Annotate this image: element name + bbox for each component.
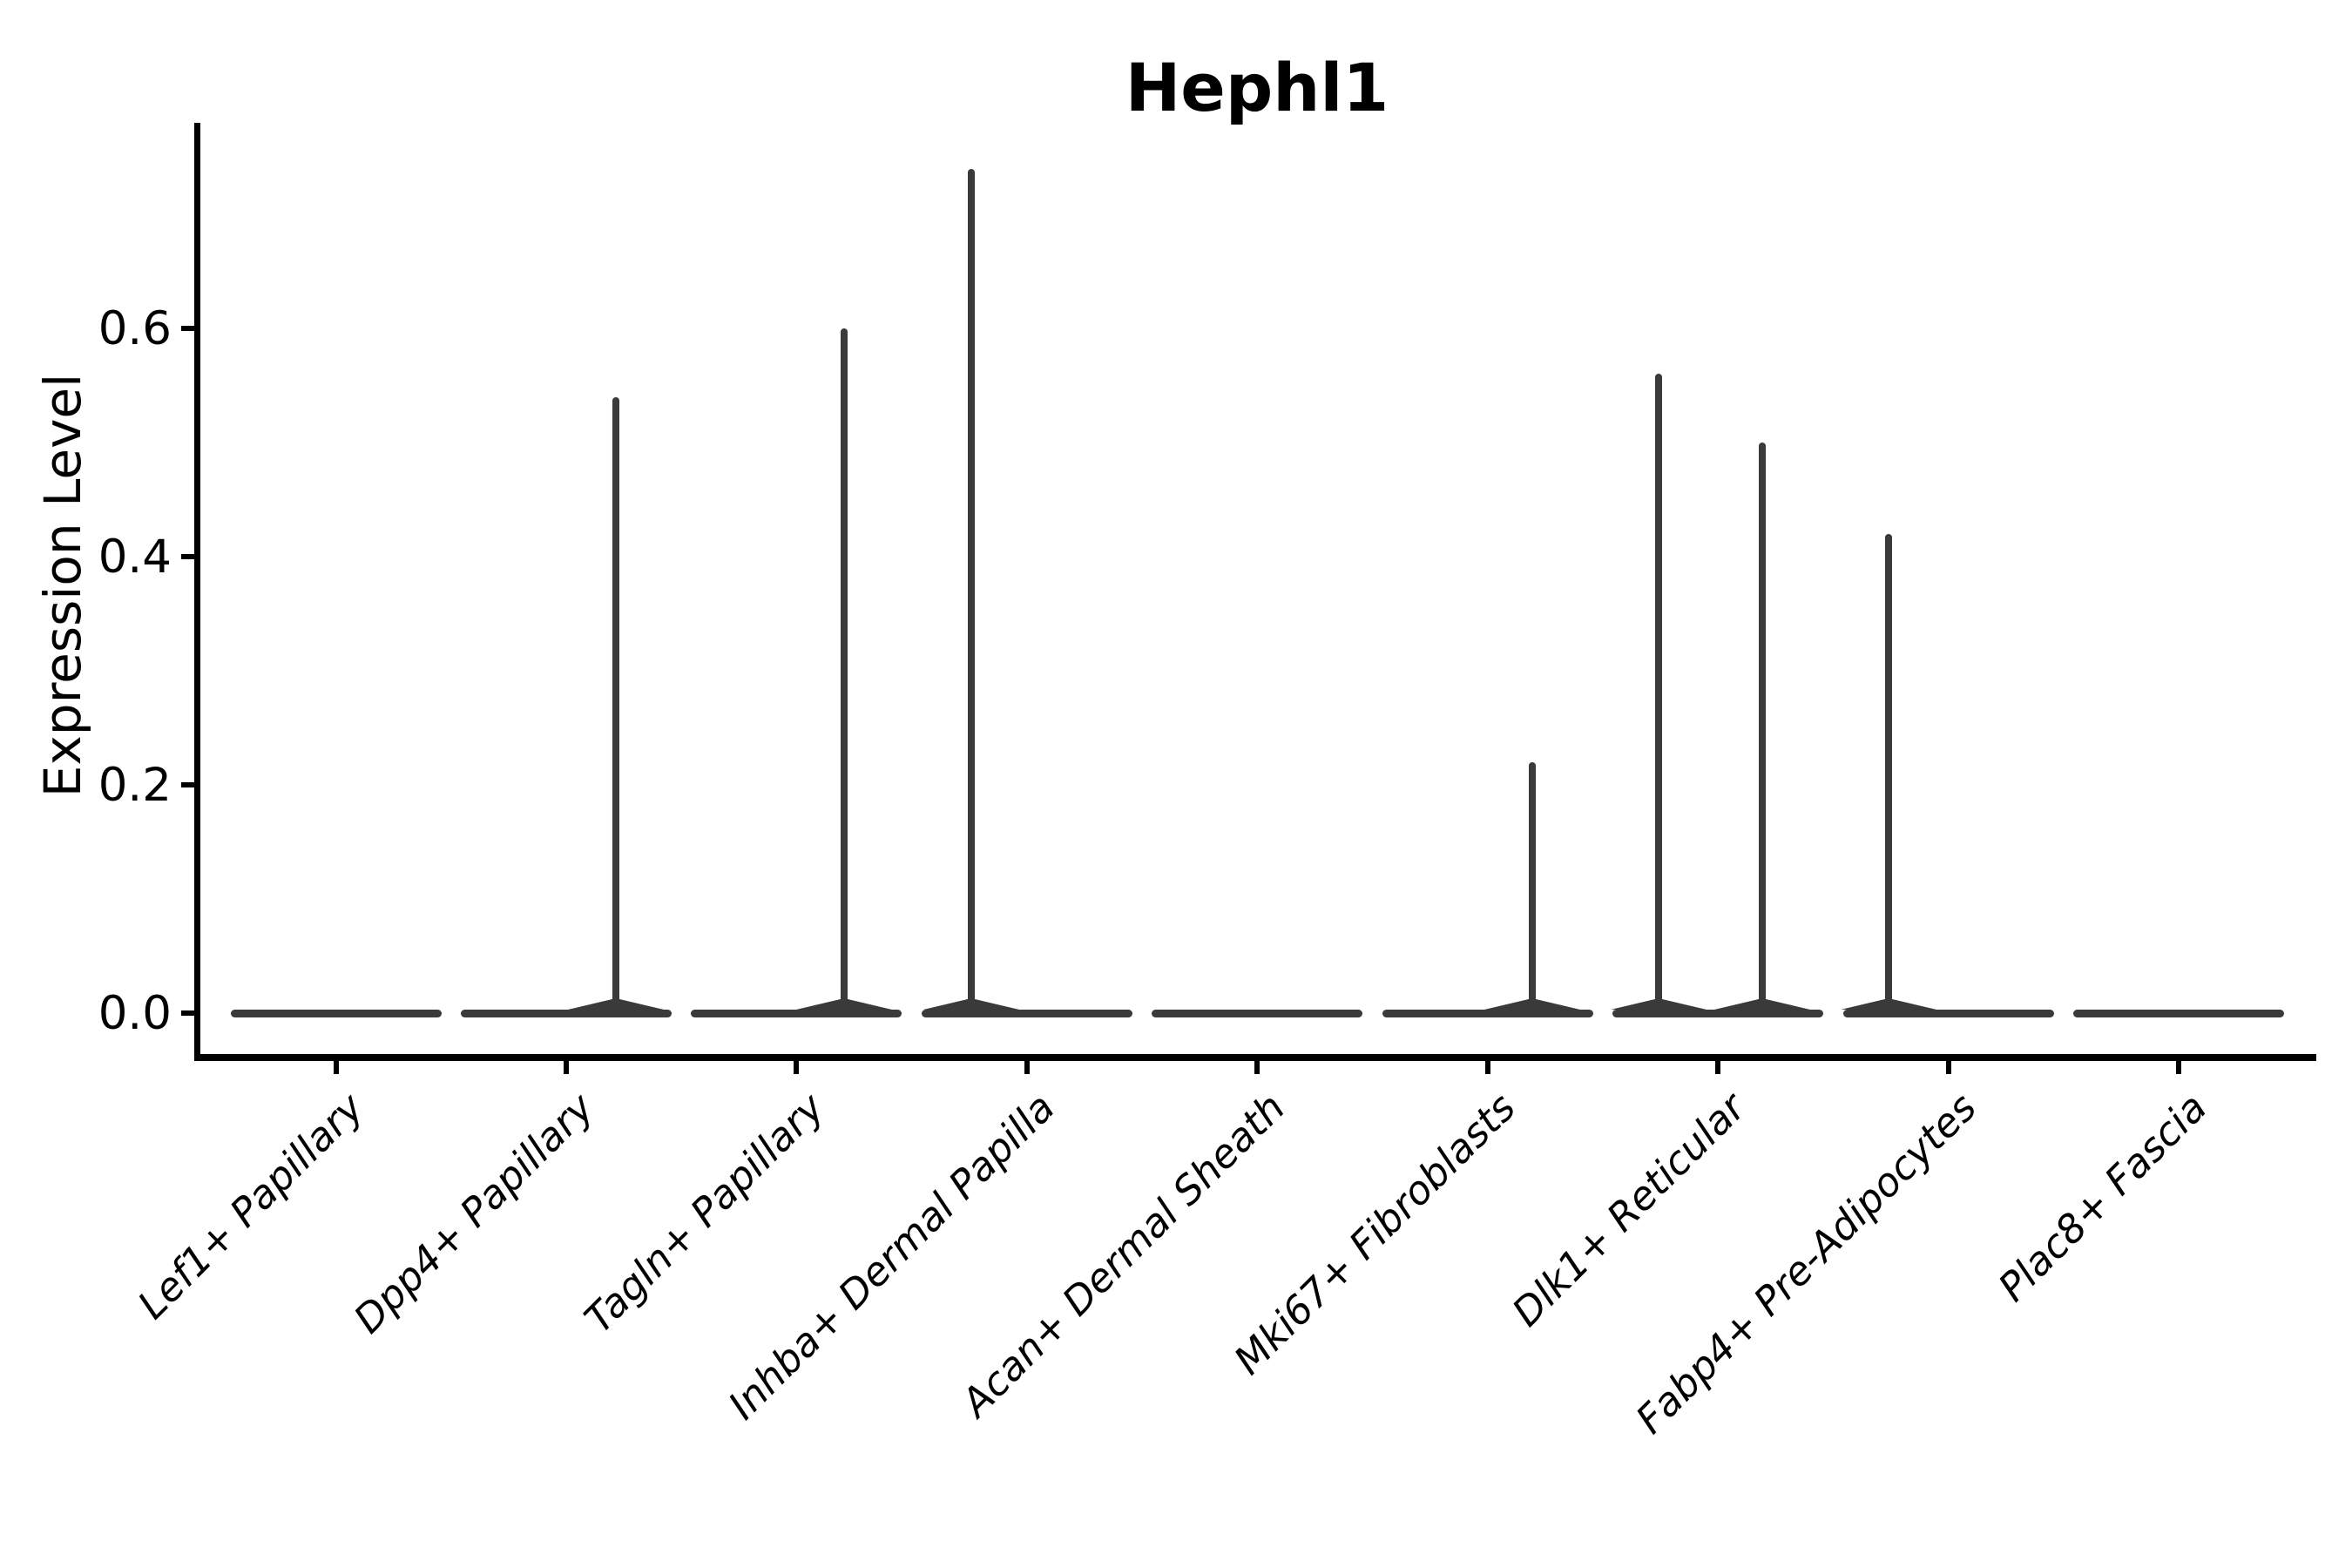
violin-spike [841, 328, 848, 1017]
violin-spike [1759, 443, 1767, 1017]
y-tick-mark [181, 782, 198, 787]
violin-body [1842, 1009, 2054, 1017]
x-tick-mark [1024, 1054, 1030, 1074]
x-tick-mark [2175, 1054, 2181, 1074]
y-axis-label: Expression Level [33, 373, 92, 798]
x-tick-mark [1945, 1054, 1951, 1074]
violin-body [1152, 1009, 1363, 1017]
violin-spike [1528, 761, 1536, 1017]
violin-body [1382, 1009, 1593, 1017]
violin-body [2072, 1009, 2284, 1017]
violin-body [691, 1009, 902, 1017]
y-tick-mark [181, 326, 198, 331]
y-axis-line [194, 123, 200, 1058]
y-tick-mark [181, 1010, 198, 1016]
y-tick-label: 0.0 [98, 986, 172, 1040]
violin-body [921, 1009, 1132, 1017]
x-tick-mark [333, 1054, 339, 1074]
chart-title: Hephl1 [1125, 49, 1389, 126]
x-category-label: Tagln+ Papillary [575, 1084, 834, 1342]
violin-spike [1655, 374, 1663, 1017]
violin-body [1612, 1009, 1824, 1017]
violin-body [460, 1009, 672, 1017]
x-category-label: Lef1+ Papillary [128, 1084, 373, 1328]
y-tick-label: 0.4 [98, 530, 172, 584]
x-tick-mark [794, 1054, 800, 1074]
x-category-label: Dlk1+ Reticular [1503, 1084, 1755, 1335]
x-tick-mark [563, 1054, 569, 1074]
y-tick-mark [181, 554, 198, 559]
x-tick-mark [1254, 1054, 1260, 1074]
x-tick-mark [1715, 1054, 1721, 1074]
x-tick-mark [1484, 1054, 1490, 1074]
violin-body [230, 1009, 442, 1017]
x-category-label: Plac8+ Fascia [1989, 1084, 2216, 1311]
y-tick-label: 0.2 [98, 758, 172, 812]
violin-spike [967, 168, 975, 1017]
violin-spike [1884, 533, 1892, 1017]
x-category-label: Dpp4+ Papillary [344, 1084, 603, 1342]
y-tick-label: 0.6 [98, 301, 172, 355]
violin-spike [612, 396, 619, 1017]
